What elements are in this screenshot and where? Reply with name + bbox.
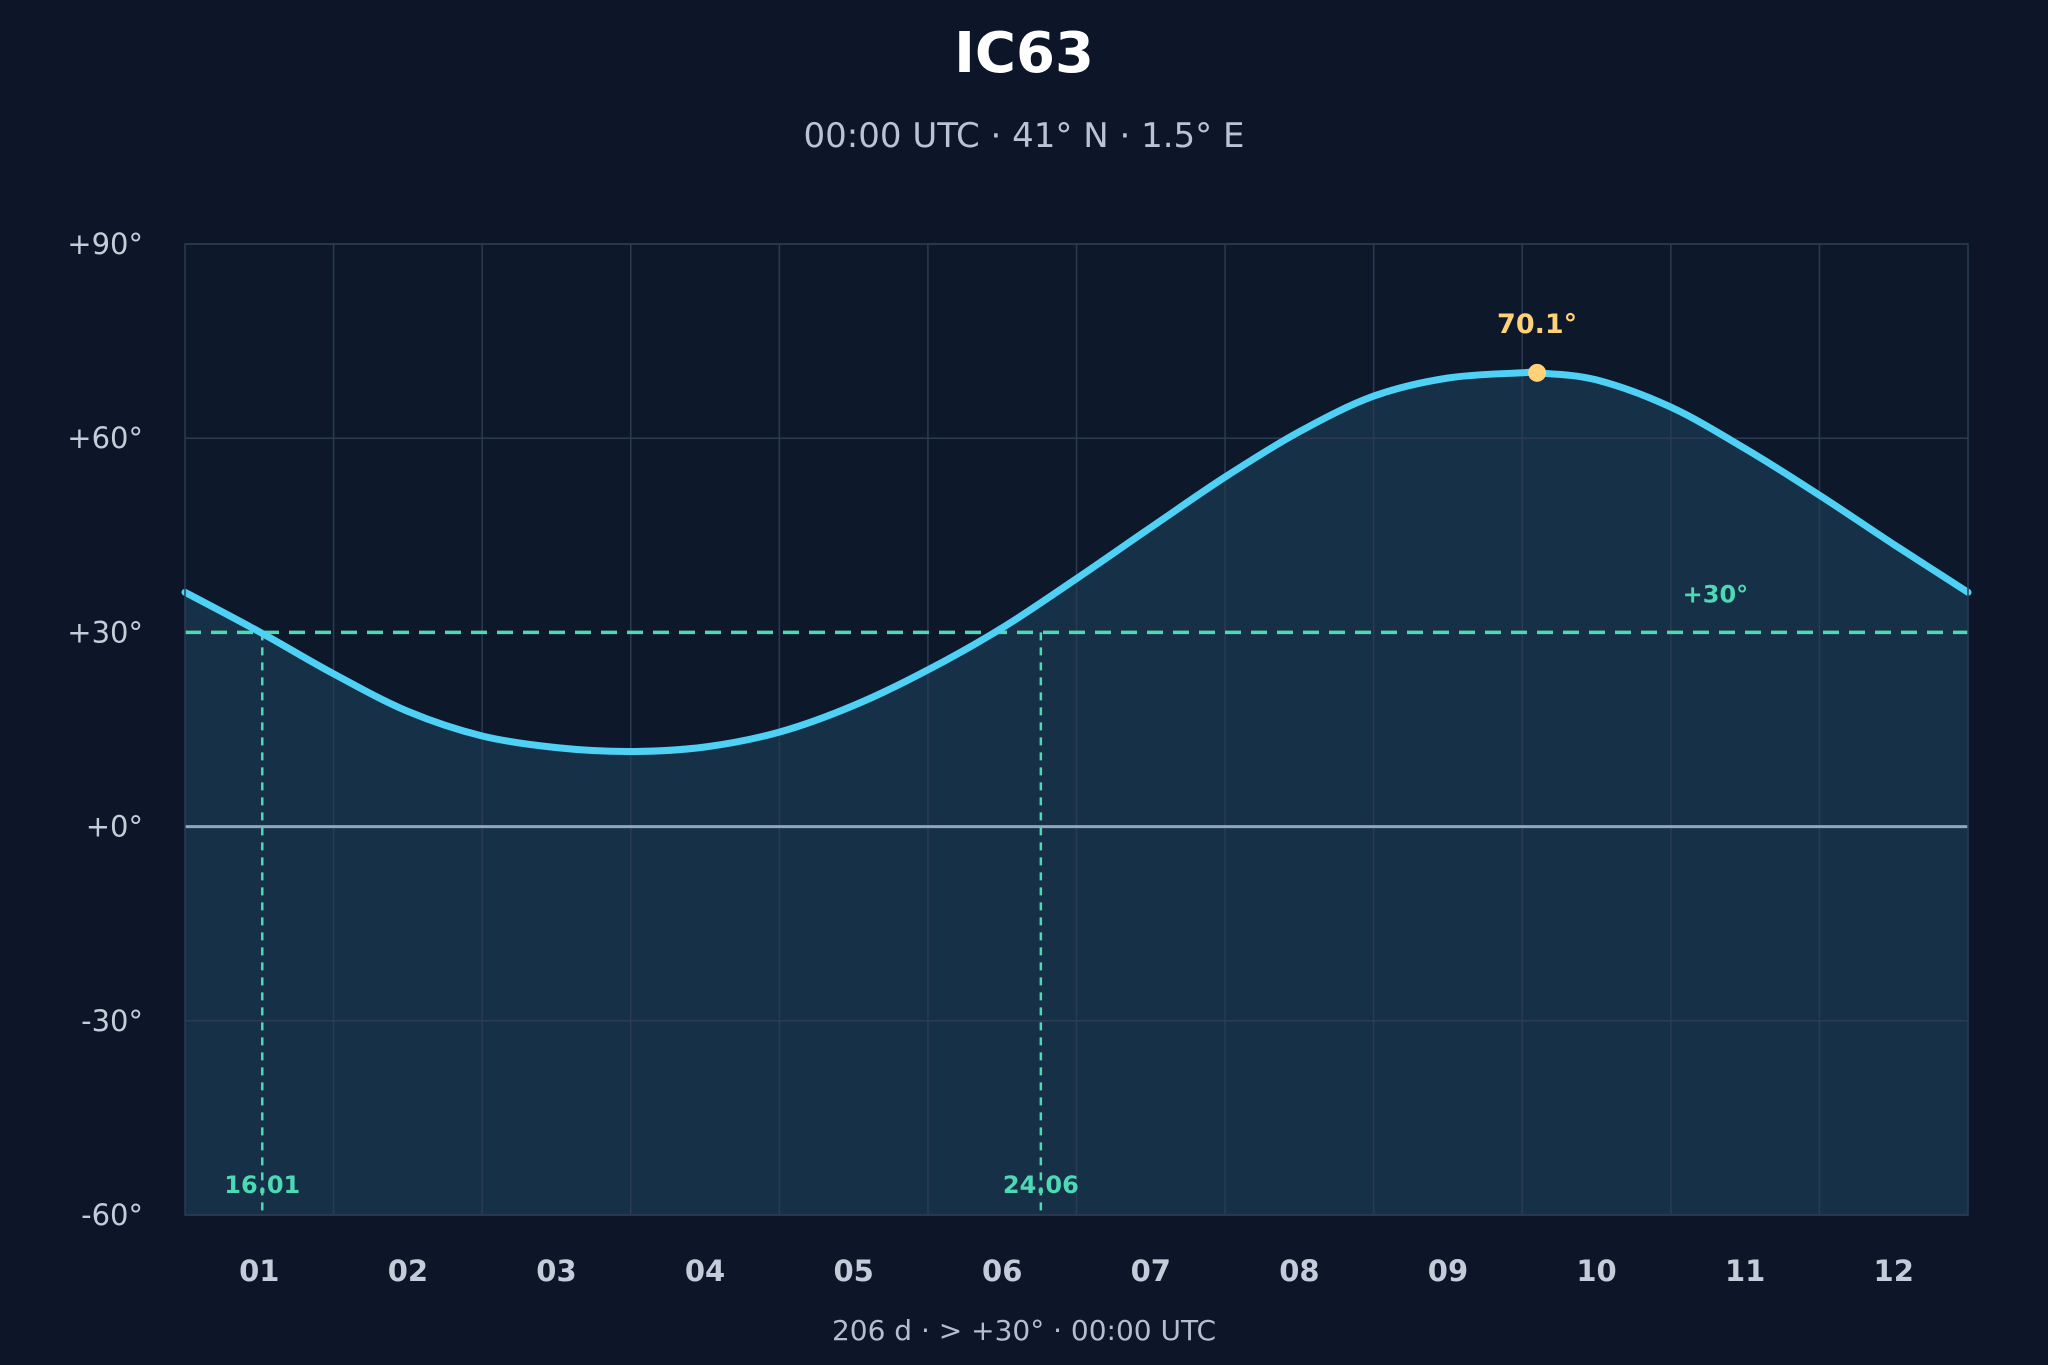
y-tick-label: +0° <box>86 810 143 844</box>
threshold-label: +30° <box>1683 580 1749 608</box>
x-tick-label: 02 <box>388 1254 428 1288</box>
series-line <box>181 368 1972 756</box>
plot-border <box>184 243 1969 1216</box>
crossing-label: 24.06 <box>1003 1171 1079 1199</box>
x-tick-label: 05 <box>833 1254 873 1288</box>
y-tick-label: +30° <box>67 615 143 649</box>
x-tick-label: 11 <box>1725 1254 1765 1288</box>
chart-subtitle: 00:00 UTC · 41° N · 1.5° E <box>804 116 1245 156</box>
x-tick-label: 12 <box>1874 1254 1914 1288</box>
peak-marker <box>1528 363 1547 382</box>
x-tick-label: 09 <box>1428 1254 1468 1288</box>
y-tick-label: +60° <box>67 421 143 455</box>
x-tick-label: 07 <box>1131 1254 1171 1288</box>
crossing-label: 16.01 <box>224 1171 300 1199</box>
chart-footer: 206 d · > +30° · 00:00 UTC <box>832 1314 1216 1347</box>
y-tick-label: -60° <box>81 1198 143 1232</box>
x-tick-label: 01 <box>239 1254 279 1288</box>
y-tick-label: -30° <box>81 1004 143 1038</box>
x-tick-label: 03 <box>536 1254 576 1288</box>
x-tick-label: 04 <box>685 1254 725 1288</box>
plot-area: +30° 16.01 24.06 70.1° -60° -30° +0° +30° +60° +9… <box>67 227 1972 1288</box>
x-tick-label: 06 <box>982 1254 1022 1288</box>
peak-label: 70.1° <box>1497 309 1577 340</box>
chart-title: IC63 <box>954 21 1094 86</box>
x-tick-label: 10 <box>1576 1254 1616 1288</box>
y-tick-label: +90° <box>67 227 143 261</box>
x-tick-label: 08 <box>1279 1254 1319 1288</box>
